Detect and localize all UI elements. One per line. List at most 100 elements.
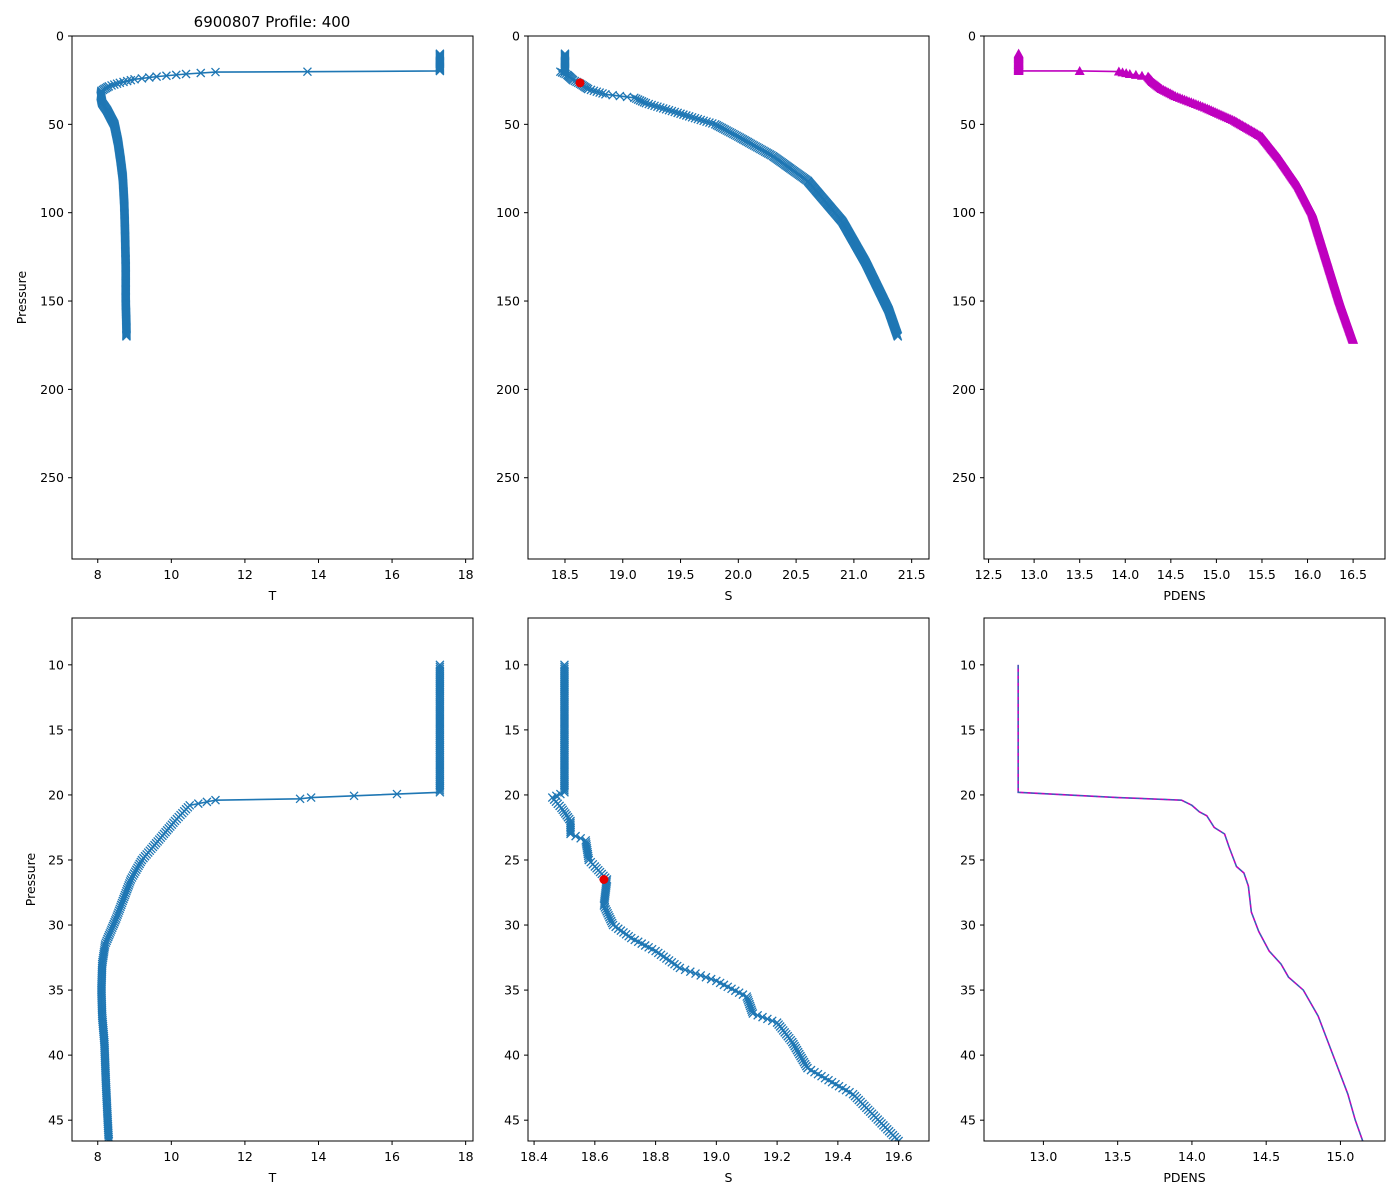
data-point-marker xyxy=(667,106,677,116)
data-point-marker xyxy=(115,78,125,88)
y-tick-label: 35 xyxy=(48,983,64,998)
data-point-marker xyxy=(894,1136,904,1141)
y-tick-label: 100 xyxy=(952,205,976,220)
x-tick-label: 13.5 xyxy=(1104,1149,1132,1164)
data-point-marker xyxy=(691,969,700,979)
data-point-marker xyxy=(211,67,220,77)
data-point-marker xyxy=(161,71,171,81)
data-point-marker xyxy=(137,73,147,83)
y-tick-label: 100 xyxy=(496,205,520,220)
x-tick-label: 19.0 xyxy=(609,567,637,582)
data-point-marker xyxy=(707,119,717,128)
axes-frame xyxy=(983,35,1386,560)
plot-area xyxy=(547,660,904,1141)
y-tick-label: 0 xyxy=(968,29,976,44)
y-tick-label: 40 xyxy=(960,1048,976,1063)
chart-T-zoom: 8 10 12 14 16 18 10 15 20 25 30 35 40 45 T Pressure xyxy=(23,617,474,1185)
data-point-marker xyxy=(121,331,131,341)
x-tick-label: 19.0 xyxy=(702,1149,730,1164)
x-tick-label: 18.6 xyxy=(581,1149,609,1164)
plot-area xyxy=(1013,48,1359,344)
x-tick-label: 18 xyxy=(458,567,474,582)
axes-frame xyxy=(527,35,930,560)
data-point-marker xyxy=(104,1132,114,1141)
data-point-marker xyxy=(600,89,610,99)
data-point-marker xyxy=(435,783,445,793)
chart-S-full: 18.5 19.0 19.5 20.0 20.5 21.0 21.5 0 50 100 150 200… xyxy=(496,29,930,603)
data-point-marker xyxy=(109,80,119,90)
y-tick-label: 45 xyxy=(48,1113,64,1128)
y-tick-label: 15 xyxy=(960,722,976,737)
data-point-marker xyxy=(104,1134,114,1141)
data-point-marker xyxy=(349,791,359,801)
data-point-marker xyxy=(615,91,625,101)
data-point-marker xyxy=(767,1016,777,1026)
data-point-marker xyxy=(211,795,220,805)
data-point-marker xyxy=(435,785,445,795)
data-point-marker xyxy=(1130,69,1141,79)
data-point-marker xyxy=(893,331,903,341)
y-tick-label: 100 xyxy=(40,205,64,220)
plot-area xyxy=(555,49,903,341)
x-tick-label: 14 xyxy=(311,1149,327,1164)
x-tick-label: 16.0 xyxy=(1294,567,1322,582)
y-tick-label: 50 xyxy=(960,117,976,132)
y-tick-label: 150 xyxy=(952,294,976,309)
x-tick-label: 13.5 xyxy=(1066,567,1094,582)
data-point-marker xyxy=(685,967,695,977)
x-tick-label: 8 xyxy=(94,567,102,582)
chart-S-zoom: 18.4 18.6 18.8 19.0 19.2 19.4 19.6 10 15 20 25 30 35… xyxy=(504,617,930,1185)
data-point-marker xyxy=(586,85,596,95)
data-point-marker xyxy=(658,103,668,113)
axes-frame xyxy=(71,617,474,1142)
data-point-marker xyxy=(193,799,203,809)
data-point-marker xyxy=(690,113,700,123)
data-point-marker xyxy=(306,793,316,802)
data-point-marker xyxy=(566,827,575,837)
x-axis-label: T xyxy=(268,588,277,603)
x-tick-label: 21.5 xyxy=(898,567,926,582)
plot-area xyxy=(96,49,445,341)
data-point-marker xyxy=(673,108,683,118)
data-point-marker xyxy=(622,92,632,102)
data-point-marker xyxy=(608,90,618,100)
y-tick-label: 15 xyxy=(504,722,520,737)
y-tick-label: 20 xyxy=(504,787,520,802)
y-tick-label: 25 xyxy=(504,852,520,867)
x-tick-label: 12 xyxy=(237,1149,253,1164)
x-tick-label: 15.5 xyxy=(1248,567,1276,582)
plot-area xyxy=(96,660,445,1141)
data-point-marker xyxy=(435,787,445,797)
series-line-dashed xyxy=(1017,664,1364,1141)
x-tick-label: 15.0 xyxy=(1327,1149,1355,1164)
data-point-marker xyxy=(652,102,662,112)
y-tick-label: 25 xyxy=(960,852,976,867)
y-tick-label: 25 xyxy=(48,852,64,867)
data-point-marker xyxy=(598,88,607,98)
data-point-marker xyxy=(678,110,688,120)
data-point-marker xyxy=(681,111,691,120)
data-point-marker xyxy=(1074,65,1085,75)
figure-title: 6900807 Profile: 400 xyxy=(194,13,351,31)
data-point-marker xyxy=(559,783,569,793)
y-tick-label: 20 xyxy=(960,787,976,802)
y-tick-label: 10 xyxy=(960,657,976,672)
x-tick-label: 16.5 xyxy=(1339,567,1367,582)
y-axis-label: Pressure xyxy=(14,271,29,325)
data-point-marker xyxy=(748,1009,758,1018)
x-tick-label: 18 xyxy=(458,1149,474,1164)
x-tick-label: 8 xyxy=(94,1149,102,1164)
data-point-marker xyxy=(196,68,206,78)
data-point-marker xyxy=(435,66,445,76)
x-tick-label: 14 xyxy=(311,567,327,582)
data-point-marker xyxy=(1348,334,1359,344)
y-tick-label: 250 xyxy=(496,470,520,485)
data-point-marker xyxy=(647,100,657,110)
data-point-marker xyxy=(680,965,690,975)
x-tick-label: 13.0 xyxy=(1029,1149,1057,1164)
data-point-marker xyxy=(583,84,593,94)
data-point-marker xyxy=(112,79,122,89)
x-tick-label: 12.5 xyxy=(975,567,1003,582)
axes-frame xyxy=(983,617,1386,1142)
data-point-marker xyxy=(641,98,651,108)
